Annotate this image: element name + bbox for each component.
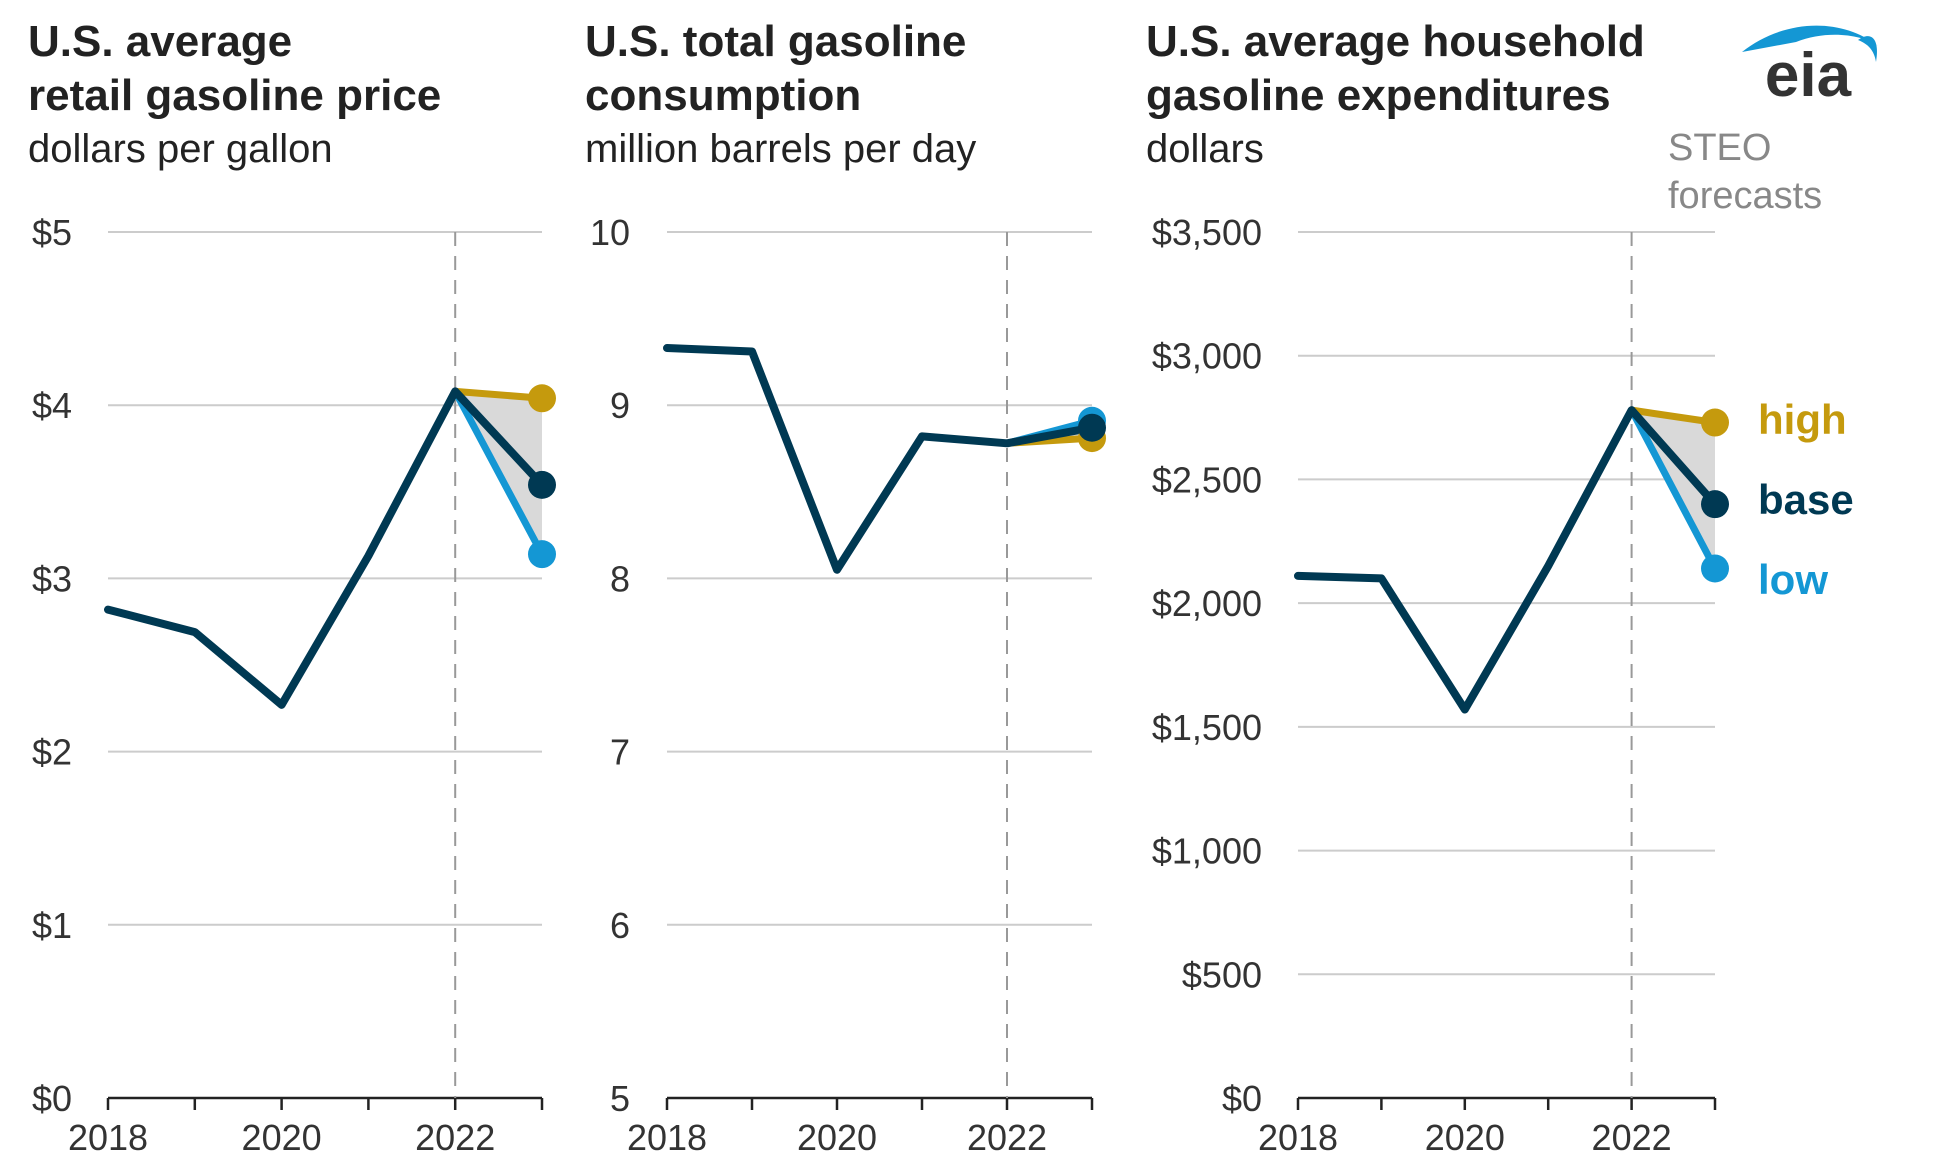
series-line-base (663, 344, 1096, 574)
chart-title-line: retail gasoline price (28, 71, 441, 120)
y-tick-label: 10 (590, 212, 630, 253)
y-tick-label: $0 (32, 1078, 72, 1119)
chart-panel-2: U.S. total gasoline consumption million ba… (585, 17, 1106, 1158)
chart-panel-1: U.S. average retail gasoline price dollars… (28, 17, 556, 1158)
chart-panel-3: U.S. average household gasoline expenditu… (1146, 17, 1729, 1158)
end-marker-high (1701, 408, 1729, 437)
y-tick-label: $3,000 (1152, 336, 1262, 377)
steo-label-line1: STEO (1668, 127, 1771, 169)
y-tick-label: $2,000 (1152, 583, 1262, 624)
series-line-base (104, 387, 546, 709)
y-axis-unit-label: dollars per gallon (28, 127, 333, 171)
series-line-low (1628, 406, 1719, 573)
y-tick-label: $3 (32, 558, 72, 599)
x-tick-label: 2020 (242, 1117, 322, 1158)
y-axis-unit-label: dollars (1146, 127, 1264, 171)
y-tick-label: $1,500 (1152, 707, 1262, 748)
x-tick-label: 2022 (415, 1117, 495, 1158)
y-tick-label: 5 (610, 1078, 630, 1119)
y-tick-label: $0 (1222, 1078, 1262, 1119)
y-tick-label: $2,500 (1152, 459, 1262, 500)
chart-title-line: U.S. average household (1146, 17, 1645, 66)
x-tick-label: 2022 (967, 1117, 1047, 1158)
eia-logo: eia (1742, 25, 1878, 110)
y-tick-label: 8 (610, 558, 630, 599)
y-tick-label: 6 (610, 905, 630, 946)
y-tick-label: $1 (32, 905, 72, 946)
end-marker-base (1701, 490, 1729, 519)
y-axis-unit-label: million barrels per day (585, 127, 976, 171)
x-tick-label: 2022 (1592, 1117, 1672, 1158)
y-tick-label: $1,000 (1152, 831, 1262, 872)
series-line-high (451, 387, 546, 402)
chart-title-line: U.S. total gasoline (585, 17, 966, 66)
y-tick-label: $2 (32, 732, 72, 773)
y-tick-label: 9 (610, 385, 630, 426)
eia-logo-text: eia (1765, 41, 1852, 110)
end-marker-low (528, 540, 556, 569)
end-marker-low (1701, 554, 1729, 583)
y-tick-label: $3,500 (1152, 212, 1262, 253)
eia-logo-swoosh (1742, 25, 1878, 52)
chart-panels: U.S. average retail gasoline price dollars… (28, 17, 1729, 1158)
chart-title-line: consumption (585, 71, 861, 120)
x-tick-label: 2018 (1258, 1117, 1338, 1158)
series-line-high (1628, 406, 1719, 427)
chart-title-line: gasoline expenditures (1146, 71, 1611, 120)
chart-title-line: U.S. average (28, 17, 292, 66)
legend-base: base (1758, 476, 1854, 523)
legend-high: high (1758, 396, 1847, 443)
y-tick-label: $5 (32, 212, 72, 253)
y-tick-label: $500 (1182, 954, 1262, 995)
y-tick-label: 7 (610, 732, 630, 773)
series-line-low (451, 387, 546, 558)
end-marker-base (528, 470, 556, 499)
steo-label-line2: forecasts (1668, 175, 1822, 217)
y-tick-label: $4 (32, 385, 72, 426)
x-tick-label: 2020 (797, 1117, 877, 1158)
legend-low: low (1758, 556, 1828, 603)
end-marker-high (528, 384, 556, 413)
x-tick-label: 2018 (627, 1117, 707, 1158)
end-marker-base (1078, 413, 1106, 442)
x-tick-label: 2020 (1425, 1117, 1505, 1158)
eia-logo-swoosh-lower (1858, 36, 1878, 62)
series-line-base (1294, 406, 1719, 714)
x-tick-label: 2018 (68, 1117, 148, 1158)
